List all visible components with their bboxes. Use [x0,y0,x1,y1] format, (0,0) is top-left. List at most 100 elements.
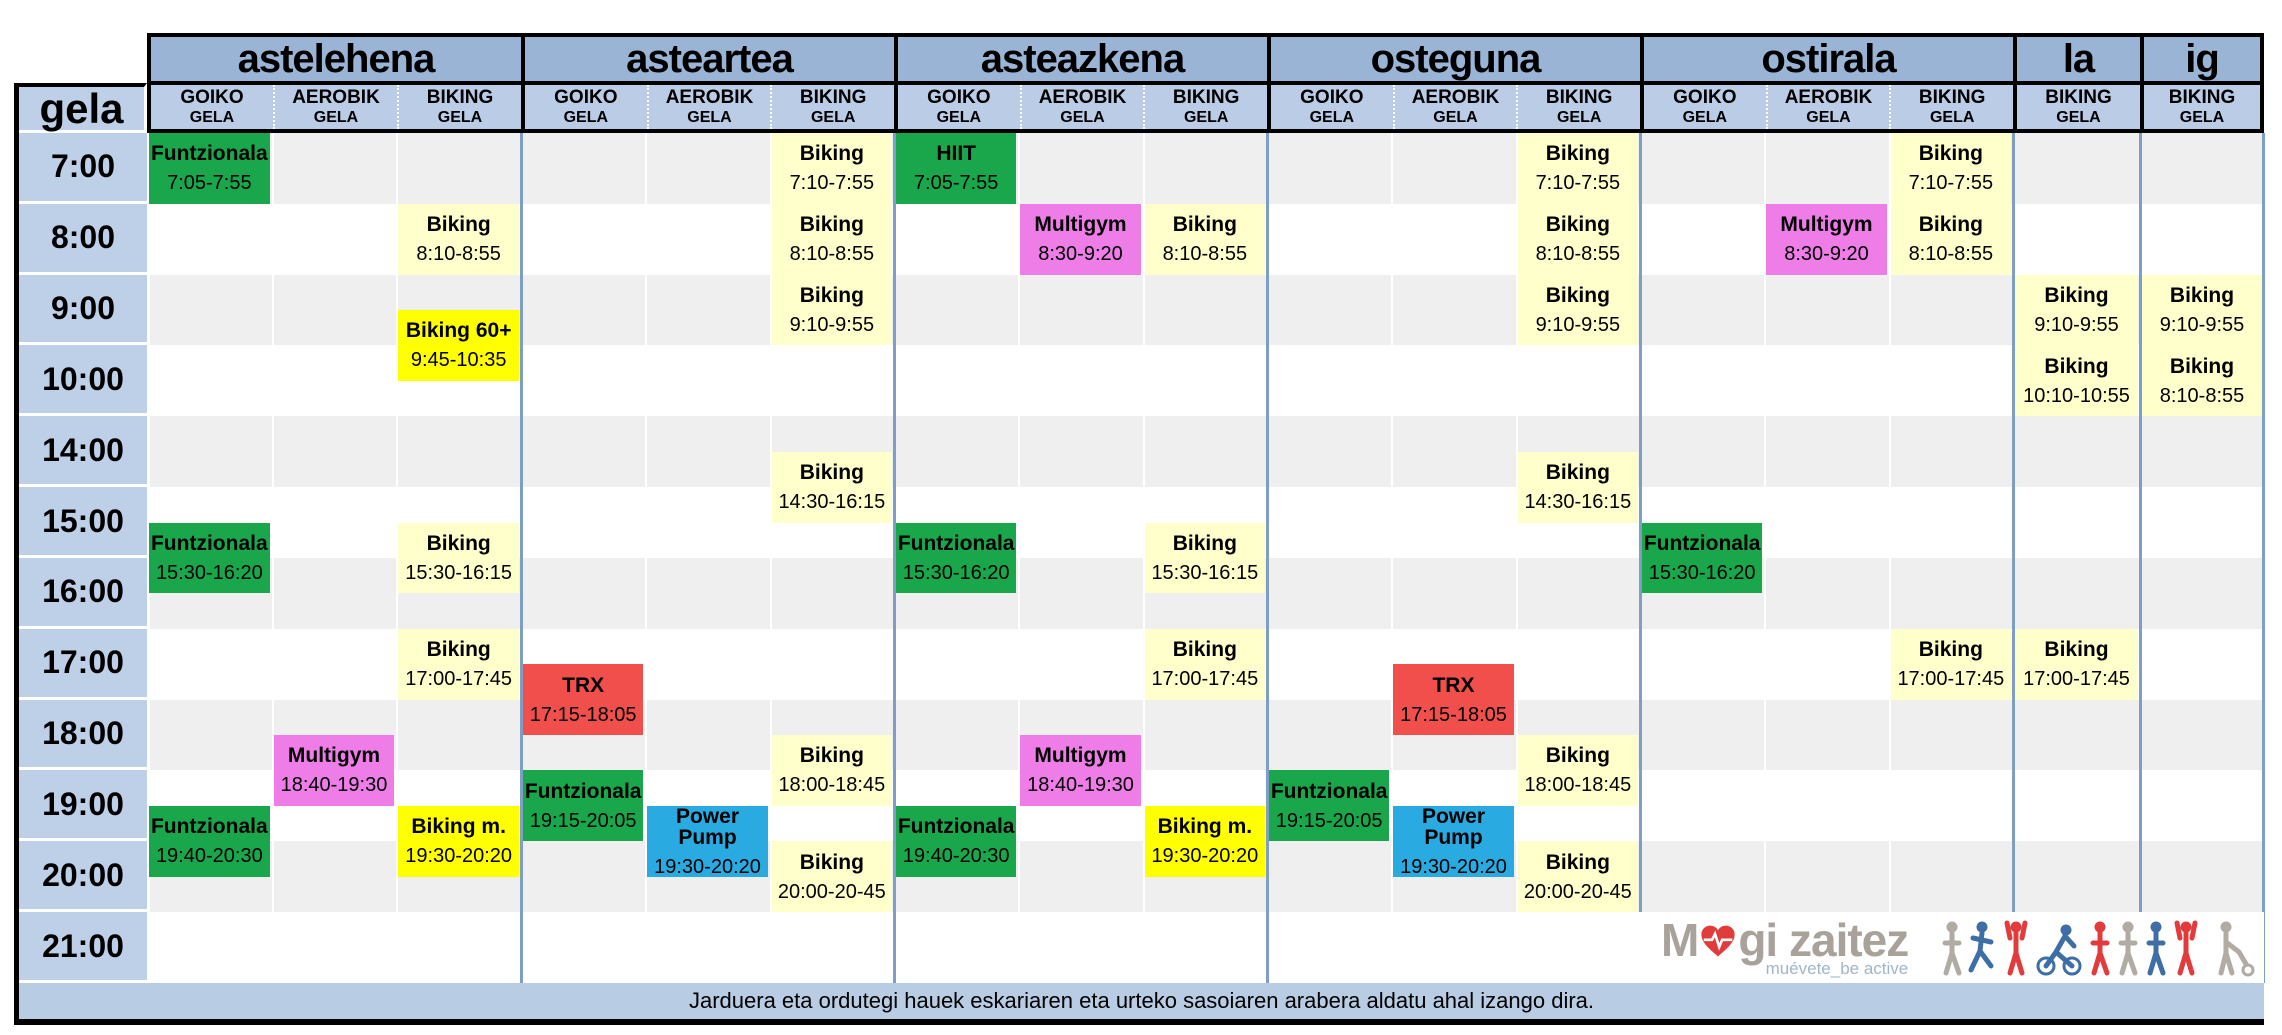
room-name: BIKING [426,86,494,108]
footer-note-band: Jarduera eta ordutegi hauek eskariaren e… [19,983,2264,1019]
event-block-biking-m-: Biking m. 19:30-20:20 [398,805,519,877]
event-title: Multigym [1034,213,1127,237]
event-block-biking: Biking 17:00-17:45 [1890,628,2011,700]
event-block-biking-m-: Biking m. 19:30-20:20 [1144,805,1265,877]
event-time: 17:00-17:45 [1897,668,2005,691]
event-block-funtzionala: Funtzionala 19:15-20:05 [523,770,644,842]
time-label-cell: 9:00 [19,274,147,346]
event-title: Biking [799,744,864,768]
event-block-biking: Biking 14:30-16:15 [1517,451,1638,523]
row-stripe [147,699,2264,771]
day-header-asteazkena: asteazkena [894,33,1267,85]
event-time: 20:00-20-45 [1523,880,1632,903]
room-name: AEROBIK [1784,86,1873,108]
day-divider [1266,133,1269,983]
time-label: 8:00 [50,219,116,256]
event-time: 17:15-18:05 [529,703,637,726]
room-name-suffix: GELA [1060,108,1105,126]
room-header-aerobik: AEROBIK GELA [1392,85,1517,129]
event-block-biking: Biking 20:00-20-45 [1517,841,1638,913]
event-block-multigym: Multigym 8:30-9:20 [1766,203,1887,275]
event-block-biking-60-: Biking 60+ 9:45-10:35 [398,310,519,381]
event-time: 7:10-7:55 [789,172,875,195]
room-name: GOIKO [927,86,991,108]
event-block-biking: Biking 8:10-8:55 [771,203,892,275]
event-time: 18:40-19:30 [280,774,388,797]
event-block-hiit: HIIT 7:05-7:55 [896,133,1017,204]
time-label-cell: 16:00 [19,557,147,629]
event-block-biking: Biking 17:00-17:45 [1144,628,1265,700]
event-time: 8:30-9:20 [1038,243,1123,266]
event-title: Biking [1172,531,1237,555]
event-block-biking: Biking 14:30-16:15 [771,451,892,523]
day-header-label: asteazkena [980,36,1185,81]
event-time: 8:30-9:20 [1784,243,1869,266]
event-time: 19:30-20:20 [405,845,513,868]
brand-suffix: gi zaitez [1738,913,1909,966]
event-time: 14:30-16:15 [1524,491,1632,514]
table-left-border [14,83,19,1025]
room-header-row-asteartea: GOIKO GELA AEROBIK GELA BIKING GELA [521,85,894,129]
room-name: GOIKO [1673,86,1737,108]
room-name-suffix: GELA [1929,108,1975,126]
room-header-biking: BIKING GELA [1889,85,2013,129]
time-label: 21:00 [42,927,124,964]
event-block-trx: TRX 17:15-18:05 [523,664,644,736]
day-header-label: ostirala [1761,36,1896,81]
event-time: 8:10-8:55 [2159,384,2245,407]
event-block-biking: Biking 8:10-8:55 [398,203,519,275]
room-header-aerobik: AEROBIK GELA [1019,85,1144,129]
day-divider [893,133,896,983]
event-title: Multigym [1034,744,1127,768]
day-divider [2012,133,2015,983]
time-label: 10:00 [42,360,124,397]
event-title: Biking [799,142,864,166]
event-title: Funtzionala [897,531,1015,555]
room-name-suffix: GELA [563,108,609,126]
event-time: 14:30-16:15 [778,491,886,514]
room-header-biking: BIKING GELA [1143,85,1267,129]
time-label-cell: 17:00 [19,628,147,700]
corner-header-cell: gela [14,83,147,133]
room-header-goiko: GOIKO GELA [525,85,647,129]
event-time: 19:40-20:30 [155,845,263,868]
event-time: 7:10-7:55 [1908,172,1994,195]
event-title: Biking [799,213,864,237]
event-time: 9:10-9:55 [789,314,875,337]
event-title: Power Pump [1421,804,1485,849]
room-name: AEROBIK [1038,86,1127,108]
room-header-aerobik: AEROBIK GELA [1765,85,1890,129]
event-title: Biking [1545,744,1610,768]
room-column-separator [1515,133,1518,983]
event-title: Biking [1918,213,1983,237]
event-title: Biking [799,461,864,485]
room-name-suffix: GELA [1433,108,1478,126]
event-time: 18:00-18:45 [1524,774,1632,797]
room-column-separator [1391,133,1394,983]
room-name-suffix: GELA [2056,108,2101,126]
room-column-separator [1142,133,1145,983]
room-column-separator [1764,133,1767,983]
time-column-edge [147,133,150,983]
room-name-suffix: GELA [1682,108,1728,126]
event-block-biking: Biking 18:00-18:45 [771,735,892,806]
room-name-suffix: GELA [2179,108,2225,126]
event-block-power-pump: Power Pump 19:30-20:20 [1393,804,1514,877]
event-title: TRX [1432,673,1475,697]
event-block-biking: Biking 15:30-16:15 [398,522,519,594]
event-block-biking: Biking 9:10-9:55 [2142,274,2262,346]
event-title: Funtzionala [897,815,1015,839]
event-time: 7:05-7:55 [913,172,999,195]
event-title: Biking 60+ [405,319,512,343]
event-title: Funtzionala [1643,531,1761,555]
event-block-funtzionala: Funtzionala 15:30-16:20 [896,522,1017,594]
day-header-ig: ig [2140,33,2264,85]
event-title: Multigym [287,744,381,768]
brand-prefix: M [1661,913,1699,966]
event-title: Funtzionala [1270,779,1388,803]
event-block-multigym: Multigym 18:40-19:30 [273,735,395,806]
event-time: 8:10-8:55 [1162,243,1248,266]
brand-subtitle: muévete_be active [1765,958,1909,978]
table-bottom-border [14,1019,2264,1025]
room-name: AEROBIK [1411,86,1500,108]
